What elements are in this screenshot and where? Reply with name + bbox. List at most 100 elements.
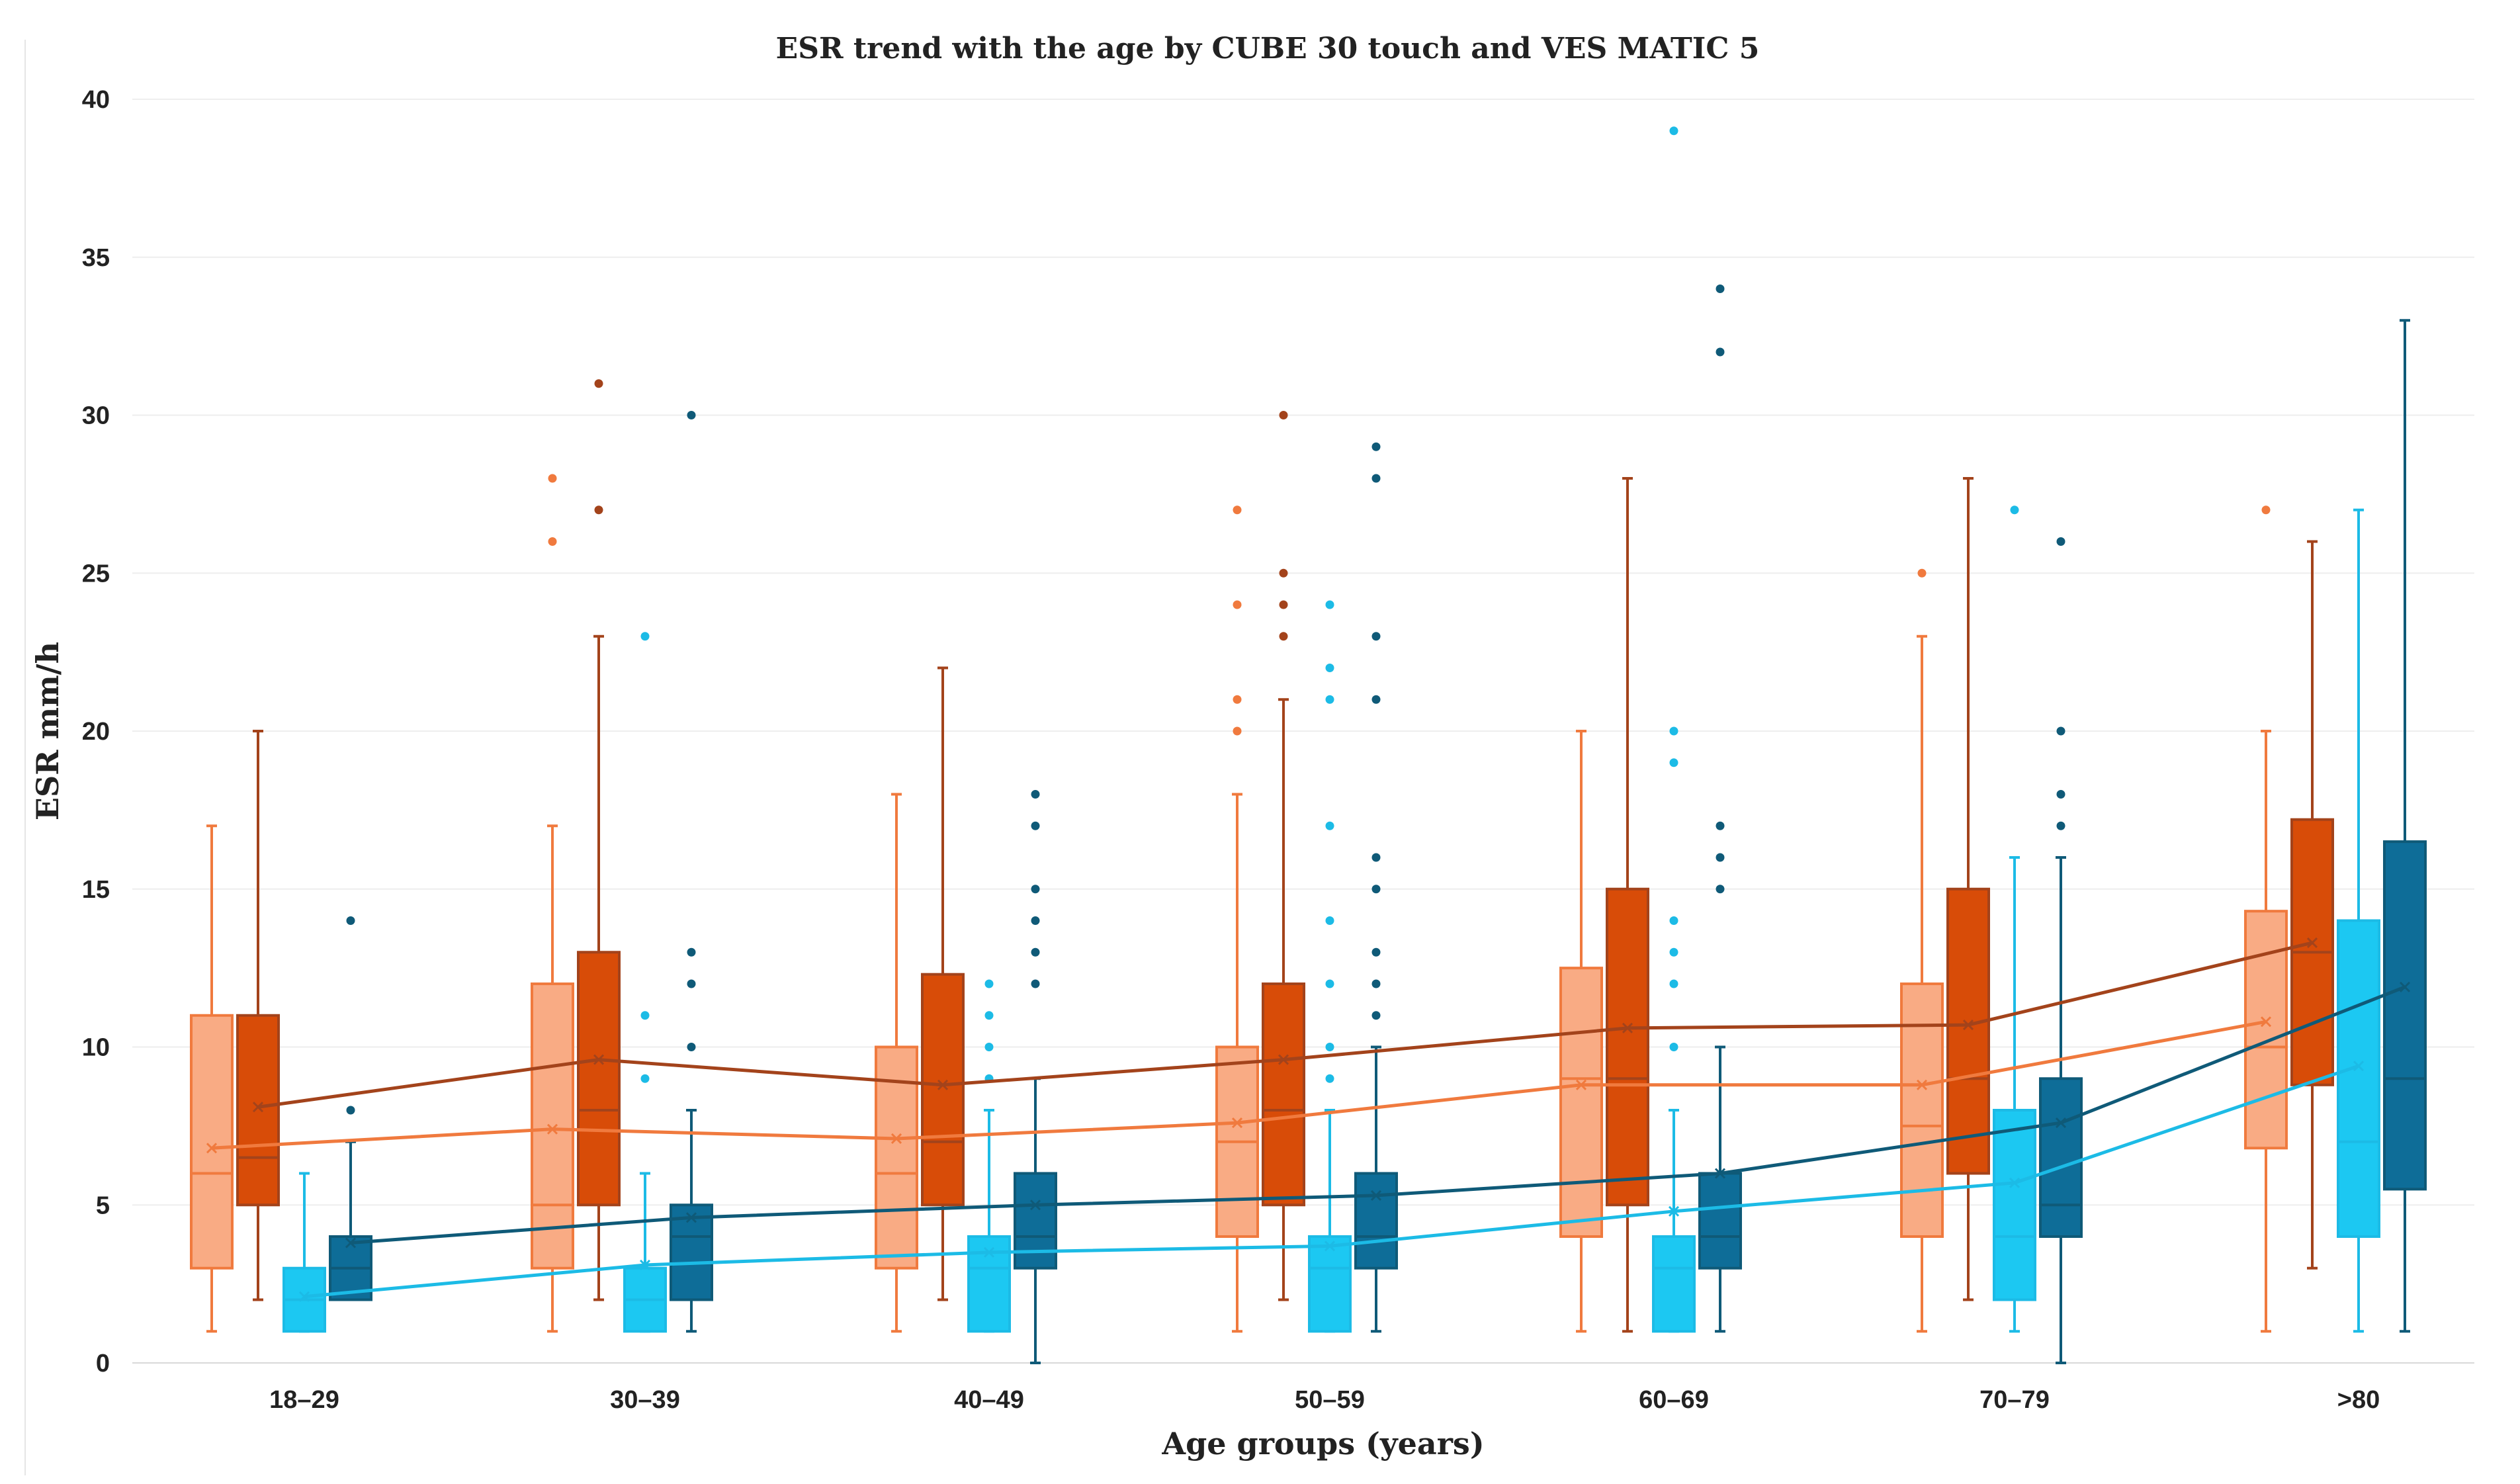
iqr-box [2383, 840, 2427, 1191]
iqr-box [1900, 982, 1944, 1238]
outlier-point [640, 632, 650, 641]
outlier-point [1325, 916, 1334, 925]
outlier-point [1371, 474, 1381, 483]
outlier-point [1031, 947, 1040, 957]
outlier-point [1325, 1043, 1334, 1051]
x-tick-1: 30–39 [610, 1386, 680, 1414]
outlier-point [1279, 600, 1288, 609]
outlier-point [1669, 979, 1678, 988]
mean-trend-lines [211, 941, 2406, 1299]
outlier-point [548, 537, 557, 546]
iqr-box [236, 1014, 280, 1207]
y-tick-0: 0 [96, 1350, 110, 1377]
outlier-point [1371, 979, 1381, 988]
x-tick-6: >80 [2337, 1386, 2380, 1414]
box-s1-g5 [1559, 730, 1603, 1333]
outlier-point [548, 474, 557, 483]
outlier-point [1371, 442, 1381, 451]
outlier-point [1669, 126, 1678, 136]
outlier-point [1669, 947, 1678, 957]
outlier-point [1716, 347, 1725, 357]
iqr-box [190, 1014, 234, 1270]
box-s2-g3 [921, 666, 965, 1301]
outlier-point [1279, 568, 1288, 578]
outlier-point [346, 1106, 355, 1115]
outlier-point [1031, 790, 1040, 799]
outlier-point [1233, 695, 1242, 704]
iqr-box [2039, 1077, 2083, 1238]
outlier-point [640, 1074, 650, 1083]
outlier-point [1031, 979, 1040, 988]
outlier-point [1371, 1011, 1381, 1020]
outlier-point [1669, 758, 1678, 767]
iqr-box [531, 982, 574, 1270]
iqr-box [1993, 1109, 2036, 1301]
series-2-mean-trend [257, 941, 2313, 1109]
outlier-point [687, 947, 696, 957]
outlier-point [1031, 821, 1040, 830]
box-s4-g5 [1698, 284, 1742, 1333]
outlier-point [1371, 947, 1381, 957]
iqr-box [2244, 910, 2288, 1150]
box-s3-g6 [1993, 505, 2036, 1333]
x-tick-2: 40–49 [954, 1386, 1024, 1414]
outlier-point [1325, 664, 1334, 672]
outlier-point [1325, 695, 1334, 704]
outlier-point [687, 979, 696, 988]
x-tick-0: 18–29 [269, 1386, 339, 1414]
iqr-box [2337, 919, 2380, 1238]
box-s3-g7 [2337, 508, 2380, 1333]
series-3-mean-trend [304, 1064, 2359, 1299]
y-tick-30: 30 [82, 402, 110, 430]
iqr-box [1559, 967, 1603, 1238]
outlier-point [1325, 979, 1334, 988]
outlier-point [1279, 411, 1288, 419]
iqr-box [1354, 1172, 1398, 1270]
outlier-point [1917, 568, 1927, 578]
y-tick-40: 40 [82, 86, 110, 114]
outlier-point [984, 1011, 994, 1020]
box-plots [190, 126, 2427, 1364]
outlier-point [1325, 600, 1334, 609]
box-s2-g5 [1606, 477, 1649, 1333]
x-tick-5: 70–79 [1979, 1386, 2050, 1414]
outlier-point [687, 411, 696, 419]
outlier-point [1031, 885, 1040, 894]
outlier-point [2056, 726, 2065, 736]
x-tick-4: 60–69 [1639, 1386, 1709, 1414]
y-tick-35: 35 [82, 244, 110, 272]
box-s2-g1 [236, 730, 280, 1301]
box-s4-g6 [2039, 537, 2083, 1364]
box-s3-g1 [282, 1172, 326, 1333]
outlier-point [1371, 885, 1381, 894]
iqr-box [1308, 1235, 1352, 1333]
outlier-point [1031, 916, 1040, 925]
outlier-point [2056, 790, 2065, 799]
outlier-point [984, 1043, 994, 1051]
outlier-point [1233, 726, 1242, 736]
outlier-point [1669, 1043, 1678, 1051]
outlier-point [1716, 821, 1725, 830]
box-s2-g7 [2290, 540, 2334, 1270]
outlier-point [1371, 632, 1381, 641]
box-s3-g5 [1652, 126, 1696, 1333]
outlier-point [1716, 853, 1725, 862]
outlier-point [346, 916, 355, 925]
box-s1-g4 [1215, 505, 1259, 1333]
box-s4-g2 [670, 411, 713, 1333]
box-s1-g2 [531, 474, 574, 1333]
outlier-point [1669, 916, 1678, 925]
iqr-box [1652, 1235, 1696, 1333]
y-tick-5: 5 [96, 1192, 110, 1219]
box-s1-g1 [190, 824, 234, 1333]
outlier-point [2056, 821, 2065, 830]
outlier-point [1716, 885, 1725, 894]
outlier-point [640, 1011, 650, 1020]
series-1-mean-trend [211, 1020, 2267, 1150]
outlier-point [2056, 537, 2065, 546]
outlier-point [1233, 505, 1242, 515]
box-s4-g7 [2383, 319, 2427, 1333]
outlier-point [687, 1043, 696, 1051]
